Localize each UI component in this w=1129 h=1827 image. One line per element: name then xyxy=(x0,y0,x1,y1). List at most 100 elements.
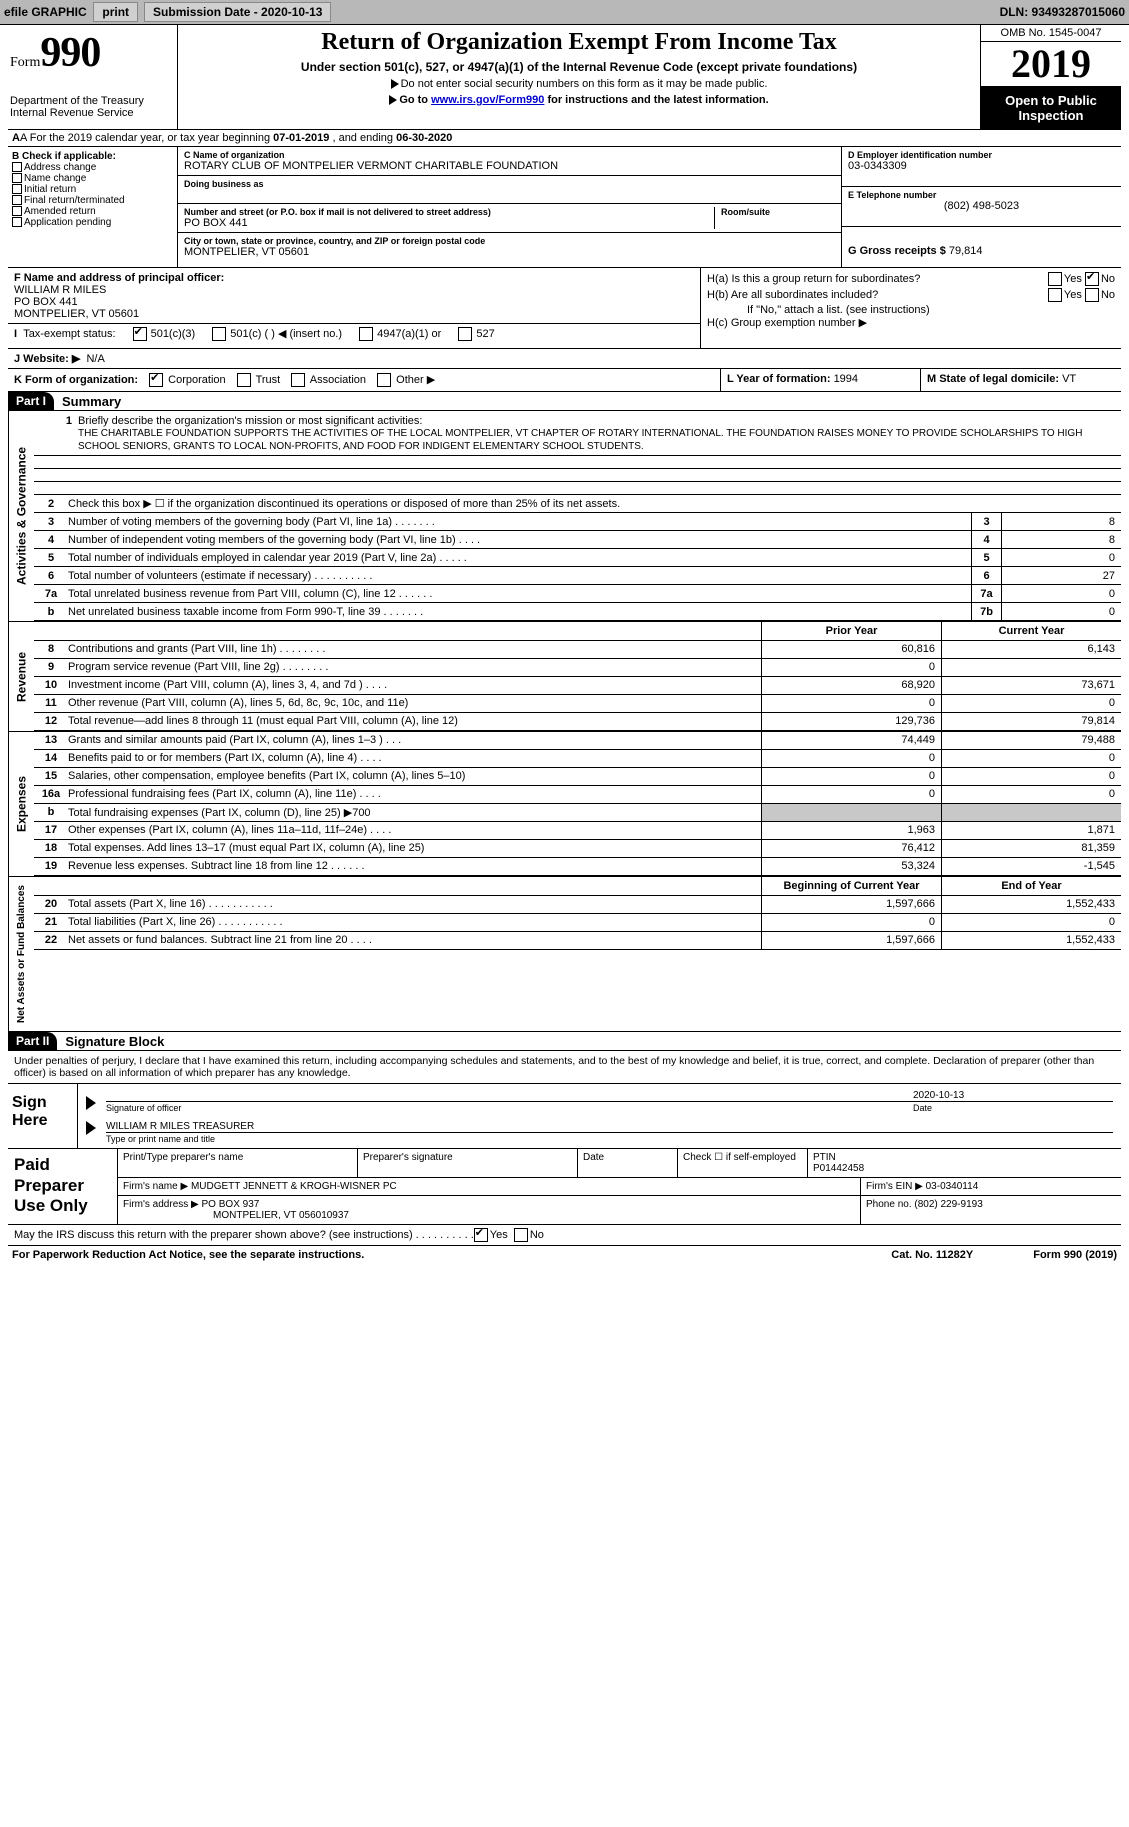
line-20: 20Total assets (Part X, line 16) . . . .… xyxy=(34,896,1121,914)
form-header: Form990 Department of the Treasury Inter… xyxy=(8,25,1121,130)
submission-date-button[interactable]: Submission Date - 2020-10-13 xyxy=(144,2,331,22)
goto-note: Go to www.irs.gov/Form990 for instructio… xyxy=(186,94,972,106)
expenses-section: Expenses 13Grants and similar amounts pa… xyxy=(8,732,1121,877)
header-left: Form990 Department of the Treasury Inter… xyxy=(8,25,178,129)
line-13: 13Grants and similar amounts paid (Part … xyxy=(34,732,1121,750)
dln-label: DLN: 93493287015060 xyxy=(1000,5,1125,19)
beginning-year-header: Beginning of Current Year xyxy=(761,877,941,895)
print-button[interactable]: print xyxy=(93,2,138,22)
net-assets-header: Beginning of Current Year End of Year xyxy=(34,877,1121,896)
chk-amended-return[interactable]: Amended return xyxy=(12,206,173,217)
activities-governance-section: Activities & Governance 1Briefly describ… xyxy=(8,411,1121,622)
hb-no[interactable] xyxy=(1085,288,1099,302)
form-subtitle: Under section 501(c), 527, or 4947(a)(1)… xyxy=(186,60,972,74)
line-15: 15Salaries, other compensation, employee… xyxy=(34,768,1121,786)
sig-date: 2020-10-13 xyxy=(913,1090,1113,1101)
cell-street: Number and street (or P.O. box if mail i… xyxy=(178,204,841,233)
chk-527[interactable] xyxy=(458,327,472,341)
part-ii-title: Signature Block xyxy=(65,1034,164,1049)
form-footer: Form 990 (2019) xyxy=(1033,1249,1117,1261)
line-22: 22Net assets or fund balances. Subtract … xyxy=(34,932,1121,950)
paperwork-notice: For Paperwork Reduction Act Notice, see … xyxy=(12,1249,364,1261)
chk-address-change[interactable]: Address change xyxy=(12,162,173,173)
row-a-tax-year: AA For the 2019 calendar year, or tax ye… xyxy=(8,130,1121,147)
arrow-icon xyxy=(86,1096,96,1110)
tax-year: 2019 xyxy=(981,42,1121,87)
chk-final-return[interactable]: Final return/terminated xyxy=(12,195,173,206)
phone-value: (802) 498-5023 xyxy=(848,200,1115,212)
mission-block: 1Briefly describe the organization's mis… xyxy=(34,411,1121,456)
part-i-title: Summary xyxy=(62,394,121,409)
col-b-label: B Check if applicable: xyxy=(12,151,173,162)
ha-label: H(a) Is this a group return for subordin… xyxy=(707,273,1048,285)
room-suite-label: Room/suite xyxy=(721,207,835,217)
line-10: 10Investment income (Part VIII, column (… xyxy=(34,677,1121,695)
firm-name: MUDGETT JENNETT & KROGH-WISNER PC xyxy=(191,1181,397,1192)
cell-ein: D Employer identification number 03-0343… xyxy=(842,147,1121,187)
vtab-governance: Activities & Governance xyxy=(8,411,34,621)
line-8: 8Contributions and grants (Part VIII, li… xyxy=(34,641,1121,659)
chk-501c[interactable] xyxy=(212,327,226,341)
chk-trust[interactable] xyxy=(237,373,251,387)
chk-501c3[interactable] xyxy=(133,327,147,341)
ha-no[interactable] xyxy=(1085,272,1099,286)
hb-yes[interactable] xyxy=(1048,288,1062,302)
org-name: ROTARY CLUB OF MONTPELIER VERMONT CHARIT… xyxy=(184,160,835,172)
firm-phone: (802) 229-9193 xyxy=(914,1199,982,1210)
discuss-yes[interactable] xyxy=(474,1228,488,1242)
cell-gross: G Gross receipts $ 79,814 xyxy=(842,227,1121,267)
sig-date-label: Date xyxy=(913,1103,1113,1113)
year-formation: 1994 xyxy=(834,373,858,385)
chk-corporation[interactable] xyxy=(149,373,163,387)
firm-addr2: MONTPELIER, VT 056010937 xyxy=(123,1210,855,1221)
line-21: 21Total liabilities (Part X, line 26) . … xyxy=(34,914,1121,932)
row-k-org-form: K Form of organization: Corporation Trus… xyxy=(8,369,1121,392)
arrow-icon xyxy=(86,1121,96,1135)
part-i-header: Part I Summary xyxy=(8,392,1121,411)
sign-here-row: Sign Here 2020-10-13 Signature of office… xyxy=(8,1084,1121,1148)
gov-line-5: 5Total number of individuals employed in… xyxy=(34,549,1121,567)
name-title-label: Type or print name and title xyxy=(106,1134,1113,1144)
gov-line-6: 6Total number of volunteers (estimate if… xyxy=(34,567,1121,585)
sign-here-label: Sign Here xyxy=(8,1084,78,1148)
chk-4947[interactable] xyxy=(359,327,373,341)
irs-discuss-row: May the IRS discuss this return with the… xyxy=(8,1224,1121,1246)
officer-addr2: MONTPELIER, VT 05601 xyxy=(14,308,694,320)
header-center: Return of Organization Exempt From Incom… xyxy=(178,25,981,129)
chk-association[interactable] xyxy=(291,373,305,387)
website-value: N/A xyxy=(86,353,104,365)
chk-application-pending[interactable]: Application pending xyxy=(12,217,173,228)
vtab-revenue: Revenue xyxy=(8,622,34,731)
preparer-date-header: Date xyxy=(578,1149,678,1177)
chk-other[interactable] xyxy=(377,373,391,387)
form990-link[interactable]: www.irs.gov/Form990 xyxy=(431,94,544,106)
revenue-header: Prior Year Current Year xyxy=(34,622,1121,641)
dept-treasury: Department of the Treasury xyxy=(10,95,171,107)
form-number: 990 xyxy=(40,30,100,76)
chk-name-change[interactable]: Name change xyxy=(12,173,173,184)
chk-initial-return[interactable]: Initial return xyxy=(12,184,173,195)
paid-preparer-label: Paid Preparer Use Only xyxy=(8,1149,118,1224)
paid-preparer-section: Paid Preparer Use Only Print/Type prepar… xyxy=(8,1148,1121,1224)
gov-line-2: 2Check this box ▶ ☐ if the organization … xyxy=(34,495,1121,513)
ein-value: 03-0343309 xyxy=(848,160,1115,172)
form-body: Form990 Department of the Treasury Inter… xyxy=(0,25,1129,1272)
preparer-name-header: Print/Type preparer's name xyxy=(118,1149,358,1177)
line-11: 11Other revenue (Part VIII, column (A), … xyxy=(34,695,1121,713)
efile-label: efile GRAPHIC xyxy=(4,5,87,19)
cell-dba: Doing business as xyxy=(178,176,841,204)
current-year-header: Current Year xyxy=(941,622,1121,640)
gov-line-3: 3Number of voting members of the governi… xyxy=(34,513,1121,531)
part-ii-header: Part II Signature Block xyxy=(8,1032,1121,1051)
line-17: 17Other expenses (Part IX, column (A), l… xyxy=(34,822,1121,840)
gov-line-4: 4Number of independent voting members of… xyxy=(34,531,1121,549)
revenue-section: Revenue Prior Year Current Year 8Contrib… xyxy=(8,622,1121,732)
bottom-line: For Paperwork Reduction Act Notice, see … xyxy=(8,1246,1121,1264)
officer-name-title: WILLIAM R MILES TREASURER xyxy=(106,1121,1113,1132)
discuss-no[interactable] xyxy=(514,1228,528,1242)
blank-line xyxy=(34,482,1121,495)
col-d-ids: D Employer identification number 03-0343… xyxy=(841,147,1121,267)
ha-yes[interactable] xyxy=(1048,272,1062,286)
gross-receipts: 79,814 xyxy=(949,245,983,257)
line-19: 19Revenue less expenses. Subtract line 1… xyxy=(34,858,1121,876)
